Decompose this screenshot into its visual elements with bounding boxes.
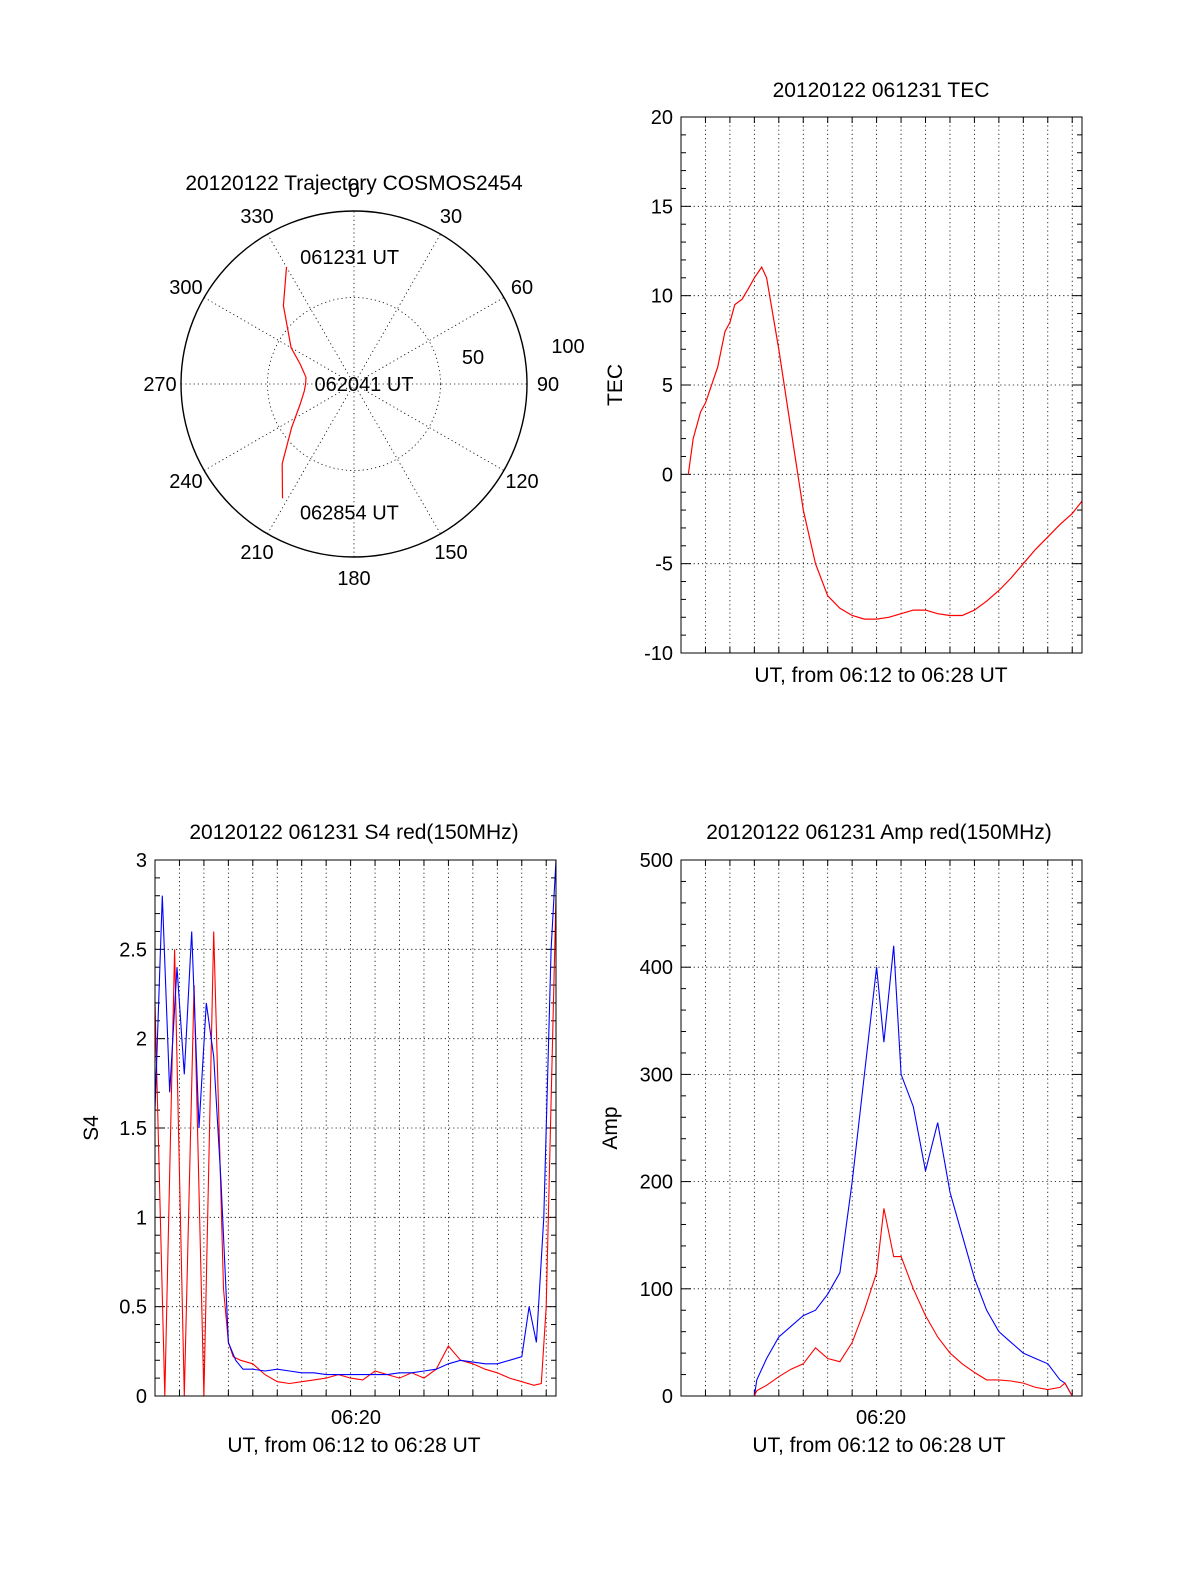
polar-angle-label: 60 (511, 277, 533, 299)
polar-angle-label: 240 (169, 471, 202, 493)
polar-angle-label: 300 (169, 277, 202, 299)
y-tick-label: 3 (136, 850, 147, 872)
y-tick-label: 300 (640, 1064, 673, 1086)
polar-grid-circle-50 (267, 297, 441, 471)
polar-angle-label: 150 (434, 542, 467, 564)
y-tick-label: 200 (640, 1172, 673, 1194)
s4-xlabel: UT, from 06:12 to 06:28 UT (227, 1434, 480, 1457)
y-tick-label: -5 (655, 554, 673, 576)
s4-xtick-label: 06:20 (331, 1407, 381, 1429)
y-tick-label: 0 (662, 464, 673, 486)
s4-blue-series-line (154, 859, 557, 1376)
polar-grid (180, 210, 528, 558)
s4-ylabel: S4 (80, 1115, 103, 1141)
s4-title: 20120122 061231 S4 red(150MHz) (189, 821, 518, 844)
s4-panel: 20120122 061231 S4 red(150MHz) 3 2.5 2 1.5 1… (80, 821, 557, 1457)
amp-panel: 20120122 061231 Amp red(150MHz) 500 400 30… (599, 821, 1083, 1457)
amp-ytick-labels: 500 400 300 200 100 0 (640, 850, 673, 1408)
tec-title: 20120122 061231 TEC (773, 79, 990, 102)
trajectory-mid-label: 062041 UT (315, 374, 414, 396)
amp-title: 20120122 061231 Amp red(150MHz) (706, 821, 1052, 844)
polar-angle-label: 180 (337, 568, 370, 590)
polar-angle-label: 0 (348, 180, 359, 202)
tec-grid (681, 116, 1082, 654)
polar-angle-label: 210 (240, 542, 273, 564)
polar-angle-label: 90 (537, 374, 559, 396)
polar-radial-label-50: 50 (462, 347, 484, 369)
s4-plot-frame (154, 859, 557, 1397)
s4-ytick-labels: 3 2.5 2 1.5 1 0.5 0 (119, 850, 147, 1408)
amp-blue-series-line (693, 945, 1073, 1397)
amp-xlabel: UT, from 06:12 to 06:28 UT (752, 1434, 1005, 1457)
y-tick-label: -10 (644, 643, 673, 665)
trajectory-start-label: 061231 UT (300, 247, 399, 269)
polar-angle-label: 120 (505, 471, 538, 493)
polar-angle-label: 330 (240, 206, 273, 228)
tec-ytick-labels: 20 15 10 5 0 -5 -10 (644, 107, 673, 665)
y-tick-label: 1 (136, 1207, 147, 1229)
y-tick-label: 20 (651, 107, 673, 129)
polar-angle-labels: 0 30 60 90 120 150 180 210 240 270 300 330 (143, 180, 559, 590)
polar-angle-label: 30 (440, 206, 462, 228)
polar-radial-label-100: 100 (551, 336, 584, 358)
trajectory-track (281, 267, 307, 499)
amp-grid (681, 859, 1082, 1397)
tec-series-line (687, 265, 1083, 620)
trajectory-polar-panel: 20120122 Trajectory COSMOS2454 0 30 60 90 12… (143, 172, 584, 590)
amp-xtick-label: 06:20 (856, 1407, 906, 1429)
amp-plot-frame (680, 859, 1083, 1397)
trajectory-end-label: 062854 UT (300, 502, 399, 524)
amp-ylabel: Amp (599, 1106, 622, 1149)
y-tick-label: 0.5 (119, 1297, 147, 1319)
y-tick-label: 2.5 (119, 939, 147, 961)
y-tick-label: 500 (640, 850, 673, 872)
tec-ylabel: TEC (604, 364, 627, 406)
y-tick-label: 1.5 (119, 1118, 147, 1140)
amp-red-series-line (693, 1208, 1073, 1397)
y-tick-label: 400 (640, 957, 673, 979)
y-tick-label: 10 (651, 286, 673, 308)
y-tick-label: 0 (136, 1386, 147, 1408)
s4-grid (155, 859, 556, 1397)
y-tick-label: 5 (662, 375, 673, 397)
y-tick-label: 0 (662, 1386, 673, 1408)
y-tick-label: 2 (136, 1029, 147, 1051)
tec-xlabel: UT, from 06:12 to 06:28 UT (754, 664, 1007, 687)
polar-angle-label: 270 (143, 374, 176, 396)
polar-spoke (267, 233, 441, 535)
y-tick-label: 15 (651, 196, 673, 218)
tec-plot-frame (680, 116, 1083, 654)
y-tick-label: 100 (640, 1279, 673, 1301)
polar-title: 20120122 Trajectory COSMOS2454 (185, 172, 523, 195)
s4-red-series-line (154, 895, 557, 1397)
tec-panel: 20120122 061231 TEC 20 15 10 5 0 -5 -10 TEC UT… (604, 79, 1083, 687)
